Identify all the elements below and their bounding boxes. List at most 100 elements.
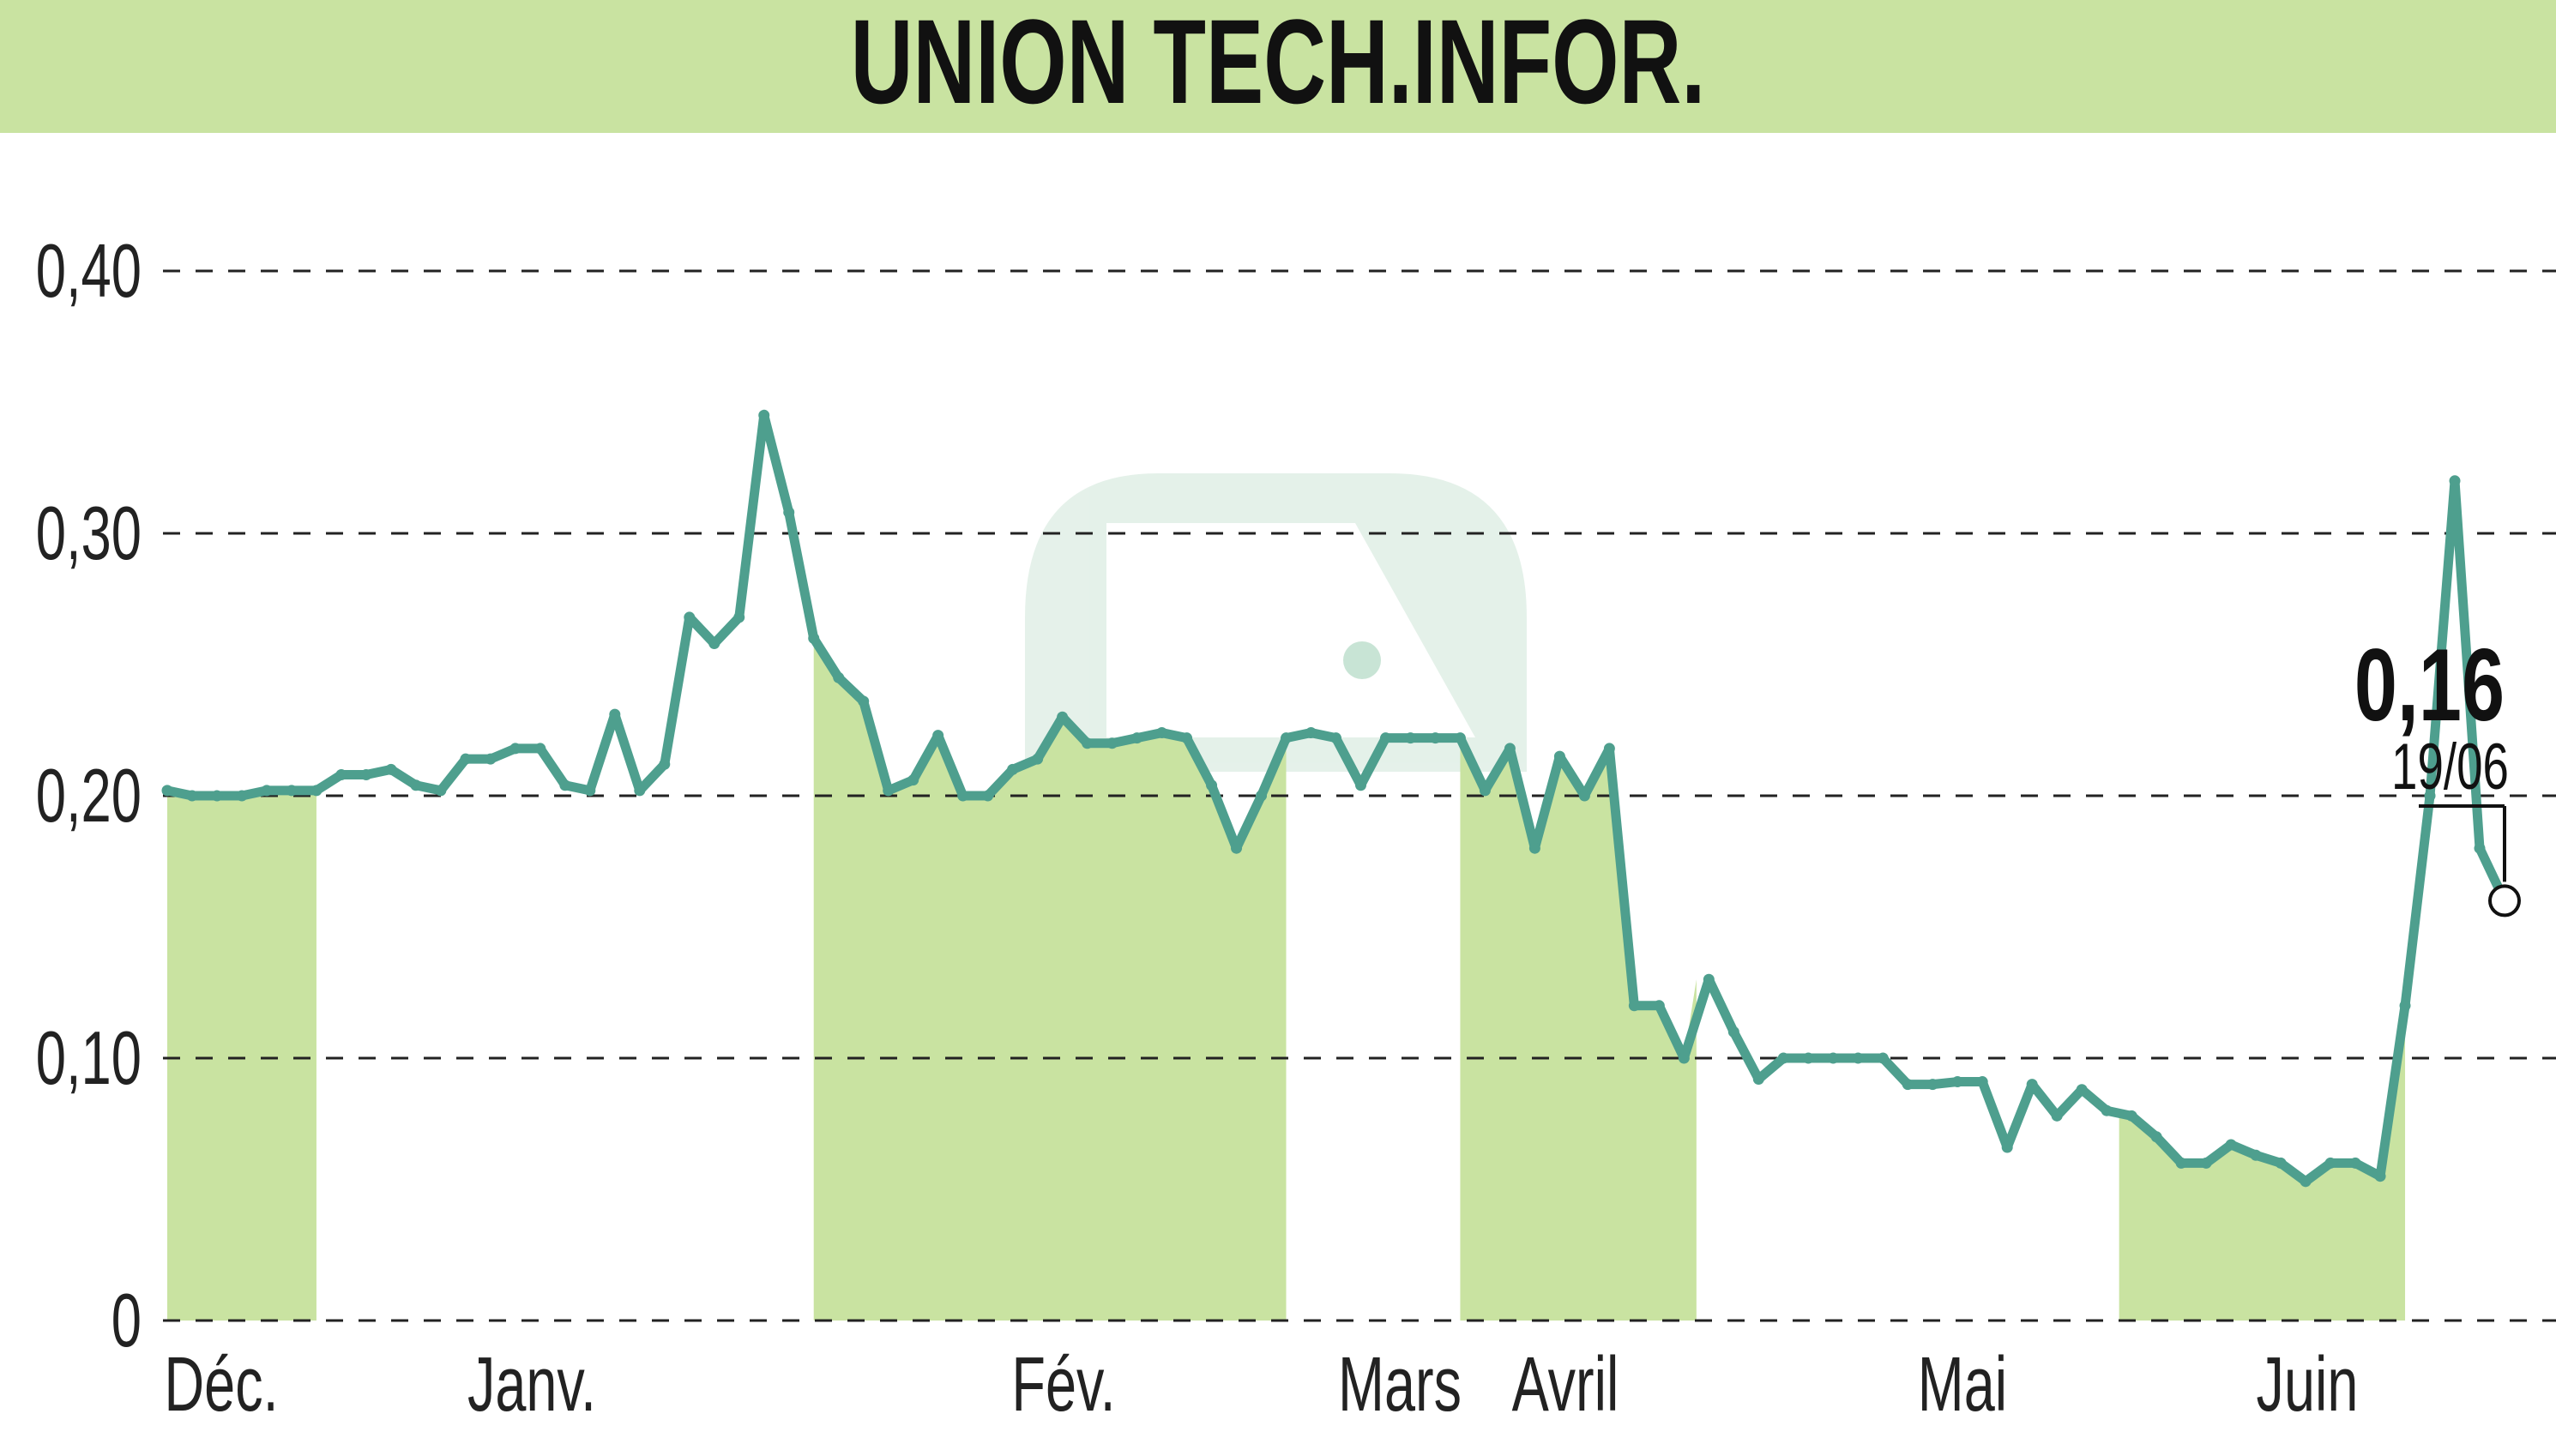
data-point (2026, 1079, 2038, 1091)
data-point (2399, 1000, 2411, 1012)
data-point (2324, 1157, 2336, 1169)
month-bands (167, 638, 2406, 1321)
last-value-label: 0,16 (2354, 629, 2505, 743)
data-point (858, 695, 870, 707)
data-point (310, 785, 323, 797)
data-point (2051, 1110, 2063, 1122)
data-point (161, 785, 173, 797)
data-point (1703, 973, 1715, 985)
data-point (2225, 1139, 2237, 1151)
data-point (1106, 737, 1118, 749)
data-point (2250, 1149, 2262, 1161)
data-point (684, 611, 696, 623)
data-point (186, 790, 198, 802)
data-point (2076, 1084, 2088, 1096)
data-point (509, 743, 521, 755)
data-point (758, 409, 770, 421)
data-point (1628, 1000, 1640, 1012)
data-point (1603, 743, 1615, 755)
data-point (1578, 790, 1590, 802)
title-bar (0, 0, 2556, 133)
data-point (1354, 779, 1366, 791)
data-point (2449, 475, 2461, 487)
data-point (2349, 1157, 2361, 1169)
data-point (1653, 1000, 1665, 1012)
data-point (1404, 732, 1416, 744)
y-tick-label: 0,20 (36, 755, 142, 839)
data-point (659, 758, 671, 770)
data-point (2300, 1176, 2312, 1188)
data-point (808, 632, 820, 644)
data-point (1206, 779, 1218, 791)
data-point (1281, 732, 1293, 744)
data-point (460, 753, 472, 765)
data-point (1678, 1052, 1690, 1064)
data-point (1777, 1052, 1789, 1064)
data-point (1082, 737, 1094, 749)
data-point (360, 769, 372, 781)
data-point (957, 790, 969, 802)
data-point (833, 671, 845, 683)
data-point (634, 785, 646, 797)
last-point-marker (2488, 884, 2521, 918)
data-point (534, 743, 546, 755)
data-point (1902, 1079, 1914, 1091)
x-tick-label: Fév. (1011, 1341, 1115, 1428)
data-point (485, 753, 497, 765)
data-point (1156, 727, 1168, 739)
data-point (1256, 790, 1268, 802)
series-layer (161, 409, 2511, 1188)
data-point (2125, 1110, 2137, 1122)
data-point (2101, 1104, 2113, 1116)
data-point (1231, 842, 1243, 854)
data-point (2474, 842, 2486, 854)
data-point (2424, 790, 2436, 802)
x-tick-labels: Déc. Janv. Fév. Mars Avril Mai Juin (164, 1341, 2358, 1428)
data-point (1727, 1026, 1739, 1038)
grid-lines (163, 269, 2556, 1322)
x-tick-label: Juin (2257, 1341, 2359, 1428)
data-point (783, 507, 795, 519)
data-point (1877, 1052, 1889, 1064)
data-point (1379, 732, 1391, 744)
data-point (211, 790, 223, 802)
data-point (1553, 750, 1565, 762)
data-point (1504, 743, 1516, 755)
data-point (1454, 732, 1466, 744)
watermark-logo-icon (1025, 473, 1527, 772)
y-tick-label: 0,40 (36, 230, 142, 314)
data-point (1429, 732, 1441, 744)
data-point (609, 708, 621, 720)
data-point (1479, 785, 1491, 797)
data-point (1330, 732, 1341, 744)
data-point (559, 779, 571, 791)
data-point (1528, 842, 1540, 854)
data-point (733, 611, 745, 623)
last-value-date: 19/06 (2391, 731, 2509, 803)
month-band-2 (813, 638, 1287, 1321)
y-tick-label: 0,10 (36, 1017, 142, 1101)
data-point (435, 785, 447, 797)
data-point (2175, 1157, 2187, 1169)
data-point (1007, 763, 1019, 775)
data-point (708, 638, 720, 650)
data-point (883, 785, 895, 797)
data-point (982, 790, 994, 802)
data-point (1827, 1052, 1839, 1064)
data-point (1802, 1052, 1814, 1064)
chart-title: UNION TECH.INFOR. (851, 0, 1706, 129)
data-point (2200, 1157, 2212, 1169)
data-point (2001, 1141, 2013, 1153)
data-point (1032, 753, 1044, 765)
data-point (1852, 1052, 1864, 1064)
data-point (1752, 1073, 1764, 1085)
month-band-6 (2119, 1005, 2406, 1321)
data-point (1057, 711, 1069, 723)
data-point (1305, 727, 1317, 739)
data-point (236, 790, 248, 802)
x-tick-label: Mai (1918, 1341, 2007, 1428)
data-point (1926, 1079, 1938, 1091)
month-band-4 (1460, 737, 1697, 1321)
x-tick-label: Janv. (467, 1341, 596, 1428)
